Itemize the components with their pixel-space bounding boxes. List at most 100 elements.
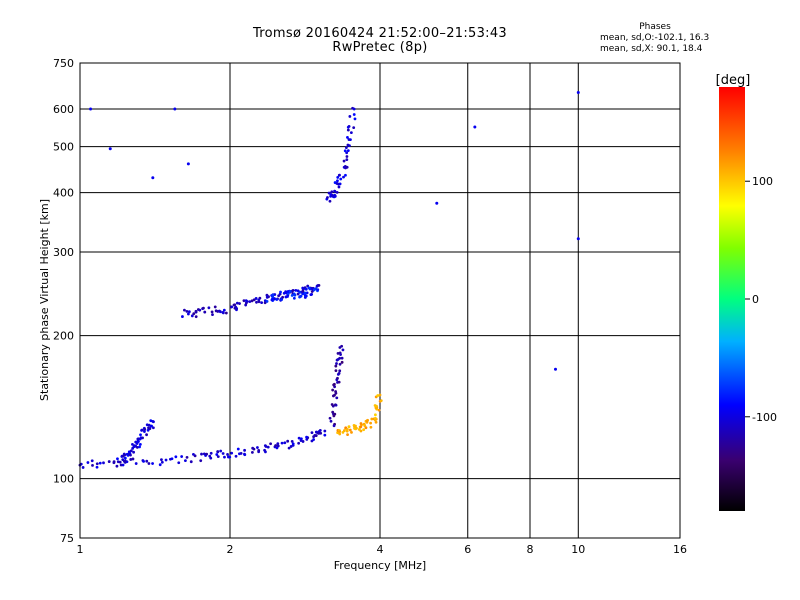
data-point xyxy=(374,413,377,417)
data-point xyxy=(95,462,99,466)
data-point xyxy=(333,385,337,389)
data-point xyxy=(347,124,351,128)
data-point xyxy=(123,453,127,457)
data-point xyxy=(473,125,477,129)
data-point xyxy=(349,131,353,134)
data-point xyxy=(291,289,295,292)
y-axis-label: Stationary phase Virtual Height [km] xyxy=(38,199,51,401)
data-point xyxy=(280,441,284,445)
x-axis-label: Frequency [MHz] xyxy=(334,559,426,572)
data-point xyxy=(330,403,334,406)
data-point xyxy=(190,314,194,318)
data-point xyxy=(346,128,350,132)
data-point xyxy=(186,312,190,316)
stats-header: Phases xyxy=(639,22,671,32)
data-point xyxy=(211,313,214,317)
chart-title: Tromsø 20160424 21:52:00–21:53:43 xyxy=(252,26,508,41)
data-point xyxy=(273,297,276,301)
data-point xyxy=(177,461,181,465)
data-point xyxy=(342,175,345,179)
data-point xyxy=(145,459,149,463)
data-point xyxy=(235,301,239,305)
data-point xyxy=(256,446,259,449)
data-point xyxy=(376,394,380,397)
data-point xyxy=(359,422,363,425)
data-point xyxy=(286,290,290,293)
data-point xyxy=(147,462,151,465)
data-point xyxy=(344,173,347,177)
data-point xyxy=(286,292,290,295)
data-point xyxy=(86,461,90,464)
data-point xyxy=(115,464,119,468)
data-point xyxy=(219,449,223,453)
data-point xyxy=(180,455,184,458)
data-point xyxy=(148,427,152,431)
data-point xyxy=(352,107,356,111)
data-point xyxy=(132,450,136,454)
data-point xyxy=(338,173,341,177)
data-point xyxy=(202,306,205,310)
data-point xyxy=(304,287,308,291)
data-point xyxy=(342,159,346,163)
data-point xyxy=(348,115,352,118)
data-point xyxy=(301,286,305,290)
data-point xyxy=(138,442,142,446)
data-point xyxy=(250,450,254,454)
data-point xyxy=(337,185,341,189)
data-point xyxy=(186,162,190,166)
data-point xyxy=(222,308,226,312)
data-point xyxy=(345,165,349,169)
data-point xyxy=(263,444,267,448)
data-point xyxy=(221,452,225,455)
data-point xyxy=(332,382,336,386)
x-tick-label: 8 xyxy=(527,543,534,556)
data-point xyxy=(359,425,363,429)
data-point xyxy=(347,138,351,141)
y-tick-label: 300 xyxy=(53,246,74,259)
data-point xyxy=(199,459,203,463)
data-point xyxy=(576,237,580,241)
data-point xyxy=(122,459,126,463)
data-point xyxy=(336,376,339,380)
data-point xyxy=(276,442,280,446)
data-point xyxy=(143,430,146,433)
data-point xyxy=(119,463,123,467)
data-point xyxy=(230,451,234,455)
data-point xyxy=(200,452,203,456)
data-point xyxy=(228,455,232,459)
data-point xyxy=(337,371,341,375)
data-point xyxy=(183,459,187,463)
data-point xyxy=(335,190,339,194)
data-point xyxy=(369,421,373,425)
data-point xyxy=(362,428,366,432)
data-point xyxy=(373,404,377,407)
data-point xyxy=(378,393,382,397)
data-point xyxy=(317,431,321,435)
data-point xyxy=(301,292,305,296)
data-point xyxy=(141,436,144,440)
data-point xyxy=(340,360,344,364)
data-point xyxy=(326,196,329,199)
data-point xyxy=(352,126,356,130)
data-point xyxy=(298,294,302,298)
data-point xyxy=(334,369,338,372)
data-point xyxy=(116,457,119,461)
y-tick-label: 200 xyxy=(53,330,74,343)
data-point xyxy=(192,452,195,456)
y-tick-label: 750 xyxy=(53,57,74,70)
data-point xyxy=(333,181,337,184)
data-point xyxy=(209,451,213,455)
data-point xyxy=(248,300,252,304)
data-point xyxy=(274,444,278,447)
data-point xyxy=(203,310,207,314)
data-point xyxy=(181,315,184,318)
data-point xyxy=(151,462,154,465)
data-point xyxy=(131,442,134,446)
data-point xyxy=(299,437,303,441)
data-point xyxy=(138,445,141,449)
data-point xyxy=(216,455,220,459)
data-point xyxy=(107,460,111,463)
data-point xyxy=(160,458,163,462)
data-point xyxy=(221,311,225,314)
colorbar xyxy=(719,87,745,511)
